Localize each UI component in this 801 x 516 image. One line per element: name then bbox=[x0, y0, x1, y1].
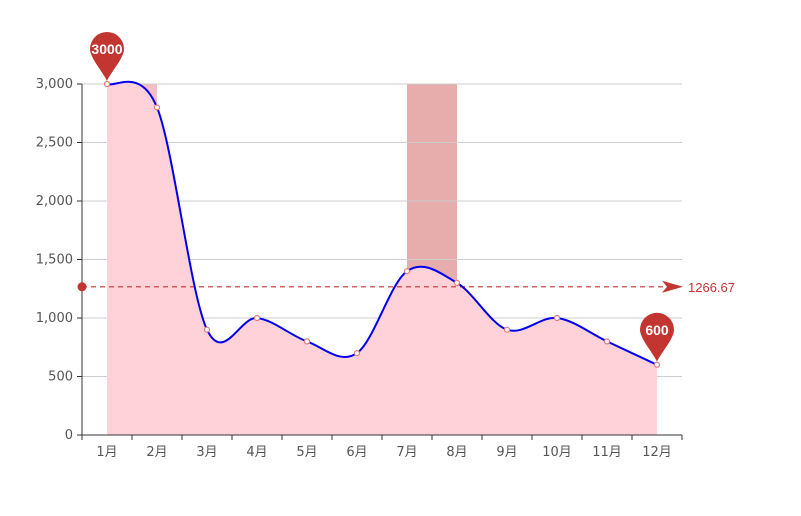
data-point bbox=[253, 314, 261, 322]
area-fill bbox=[107, 81, 657, 435]
x-tick-label: 11月 bbox=[592, 445, 622, 460]
area-fill-layer bbox=[107, 81, 657, 435]
data-point bbox=[603, 338, 611, 345]
y-tick-label: 1,500 bbox=[36, 253, 73, 268]
x-tick-label: 3月 bbox=[196, 445, 217, 460]
x-tick-label: 10月 bbox=[542, 445, 572, 460]
x-tick-label: 6月 bbox=[346, 445, 367, 460]
data-point bbox=[503, 326, 511, 333]
data-point bbox=[153, 104, 161, 111]
data-points bbox=[103, 80, 661, 368]
x-tick-label: 4月 bbox=[246, 445, 267, 460]
axes: 0 500 1,000 1,500 2,000 2,500 3,000 1月 2月 3月 4月 5月 6… bbox=[36, 77, 683, 460]
x-tick-label: 7月 bbox=[396, 445, 417, 460]
data-point bbox=[103, 80, 111, 88]
data-point bbox=[653, 361, 661, 368]
y-tick-label: 1,000 bbox=[36, 311, 73, 326]
mark-pins: 3000 600 bbox=[90, 32, 674, 362]
y-tick-label: 2,000 bbox=[36, 194, 73, 209]
x-tick-label: 1月 bbox=[96, 445, 117, 460]
x-tick-label: 12月 bbox=[642, 445, 672, 460]
y-tick-label: 500 bbox=[48, 370, 73, 385]
average-line-arrow bbox=[662, 280, 683, 293]
x-tick-label: 2月 bbox=[146, 445, 167, 460]
data-point bbox=[303, 338, 311, 345]
y-tick-label: 2,500 bbox=[36, 136, 73, 151]
y-tick-label: 0 bbox=[65, 428, 73, 443]
pin-label: 3000 bbox=[91, 41, 122, 57]
pin-marker-shape bbox=[640, 312, 674, 362]
data-point bbox=[453, 279, 461, 286]
x-tick-label: 9月 bbox=[496, 445, 517, 460]
data-point bbox=[553, 314, 561, 322]
data-point bbox=[203, 326, 211, 333]
mark-pin: 3000 bbox=[90, 32, 124, 81]
data-point bbox=[353, 350, 361, 357]
mark-pin: 600 bbox=[640, 312, 674, 362]
x-tick-label: 8月 bbox=[446, 445, 467, 460]
pin-marker-shape bbox=[90, 32, 124, 81]
x-tick-label: 5月 bbox=[296, 445, 317, 460]
pin-label: 600 bbox=[645, 322, 669, 338]
y-tick-label: 3,000 bbox=[36, 77, 73, 92]
average-mark-line: 1266.67 bbox=[77, 280, 735, 295]
data-point bbox=[403, 268, 411, 275]
average-line-label: 1266.67 bbox=[688, 280, 735, 295]
